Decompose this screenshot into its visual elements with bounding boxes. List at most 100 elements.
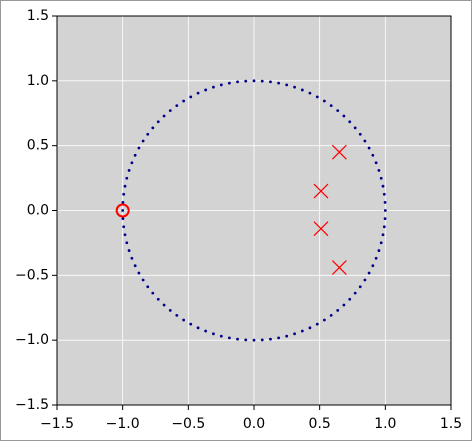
unit-circle-dot — [342, 114, 346, 118]
unit-circle-dot — [383, 217, 387, 221]
unit-circle-dot — [308, 326, 312, 330]
unit-circle-dot — [212, 332, 215, 336]
y-tick-label: 0.5 — [27, 138, 49, 154]
y-tick-label: −0.5 — [15, 267, 49, 283]
unit-circle-dot — [277, 336, 281, 340]
unit-circle-dot — [329, 314, 333, 317]
unit-circle-dot — [336, 109, 340, 112]
unit-circle-dot — [358, 285, 362, 289]
unit-circle-dot — [137, 271, 141, 275]
x-tick-label: −0.5 — [171, 416, 205, 432]
unit-circle-dot — [260, 338, 264, 342]
unit-circle-dot — [123, 233, 127, 237]
unit-circle-dot — [122, 192, 126, 196]
unit-circle-dot — [137, 146, 141, 150]
unit-circle-dot — [371, 153, 375, 157]
unit-circle-dot — [379, 176, 383, 180]
unit-circle-dot — [269, 80, 272, 84]
unit-circle-dot — [353, 126, 357, 130]
unit-circle-dot — [151, 126, 155, 130]
unit-circle-dot — [381, 233, 385, 237]
unit-circle-dot — [353, 291, 357, 295]
unit-circle-dot — [236, 337, 239, 341]
unit-circle-dot — [300, 329, 304, 333]
unit-circle-dot — [252, 338, 256, 342]
y-tick-label: 0.0 — [27, 203, 49, 219]
pole-marker — [331, 144, 347, 160]
unit-circle-dot — [156, 120, 160, 124]
unit-circle-dot — [204, 88, 208, 92]
y-tick-label: −1.5 — [15, 397, 49, 413]
x-tick-label: 1.0 — [374, 416, 396, 432]
unit-circle-dot — [146, 285, 150, 289]
unit-circle-dot — [182, 318, 186, 322]
unit-circle-dot — [363, 139, 367, 143]
unit-circle-dot — [383, 200, 387, 204]
zero-marker — [115, 203, 130, 218]
unit-circle-dot — [371, 264, 375, 268]
unit-circle-dot — [151, 291, 155, 295]
unit-circle-dot — [367, 146, 371, 150]
unit-circle-dot — [285, 83, 289, 87]
unit-circle-dot — [348, 297, 352, 301]
unit-circle-dot — [382, 192, 386, 196]
unit-circle-dot — [348, 120, 352, 124]
unit-circle-dot — [121, 209, 125, 212]
unit-circle-dot — [260, 79, 264, 83]
unit-circle-dot — [146, 132, 150, 136]
unit-circle-dot — [322, 99, 326, 103]
unit-circle-dot — [269, 337, 272, 341]
unit-circle-dot — [227, 81, 231, 85]
unit-circle-dot — [367, 271, 371, 275]
unit-circle-dot — [219, 83, 223, 87]
unit-circle-dot — [162, 114, 166, 118]
unit-circle-dot — [322, 318, 326, 322]
x-tick-label: 0.0 — [243, 416, 265, 432]
unit-circle-dot — [130, 256, 134, 260]
unit-circle-dot — [244, 338, 248, 342]
unit-circle-dot — [204, 329, 208, 333]
unit-circle-dot — [252, 79, 256, 83]
unit-circle-dot — [329, 104, 333, 107]
unit-circle-dot — [244, 79, 248, 83]
unit-circle-dot — [182, 99, 186, 103]
unit-circle-dot — [162, 303, 166, 307]
unit-circle-dot — [175, 104, 179, 107]
x-tick-label: 1.5 — [440, 416, 462, 432]
unit-circle-dot — [127, 249, 131, 252]
pole-marker — [331, 260, 347, 275]
unit-circle-dot — [130, 161, 134, 165]
unit-circle-dot — [227, 336, 231, 340]
unit-circle-dot — [293, 332, 296, 336]
unit-circle-dot — [308, 91, 312, 95]
unit-circle-dot — [121, 200, 125, 204]
unit-circle-dot — [315, 322, 319, 326]
unit-circle-dot — [189, 95, 193, 99]
unit-circle-dot — [285, 334, 289, 338]
unit-circle-dot — [336, 309, 340, 312]
unit-circle-dot — [293, 85, 296, 89]
y-tick-label: −1.0 — [15, 332, 49, 348]
x-tick-label: −1.0 — [106, 416, 140, 432]
unit-circle-dot — [374, 161, 378, 165]
unit-circle-dot — [379, 241, 383, 245]
unit-circle-dot — [141, 278, 145, 282]
unit-circle-dot — [168, 309, 172, 312]
unit-circle-dot — [236, 80, 239, 84]
pole-marker — [313, 221, 329, 237]
unit-circle-dot — [133, 264, 137, 268]
unit-circle-dot — [374, 256, 378, 260]
unit-circle-dot — [196, 326, 200, 330]
unit-circle-dot — [377, 249, 381, 252]
unit-circle-dot — [122, 225, 126, 229]
pole-marker — [313, 183, 329, 199]
unit-circle-dot — [383, 209, 387, 212]
unit-circle-dot — [381, 184, 385, 188]
unit-circle-dot — [123, 184, 127, 188]
unit-circle-dot — [196, 91, 200, 95]
unit-circle-dot — [277, 81, 281, 85]
unit-circle-dot — [127, 169, 131, 172]
y-tick-label: 1.5 — [27, 8, 49, 24]
unit-circle-dot — [382, 225, 386, 229]
unit-circle-dot — [189, 322, 193, 326]
